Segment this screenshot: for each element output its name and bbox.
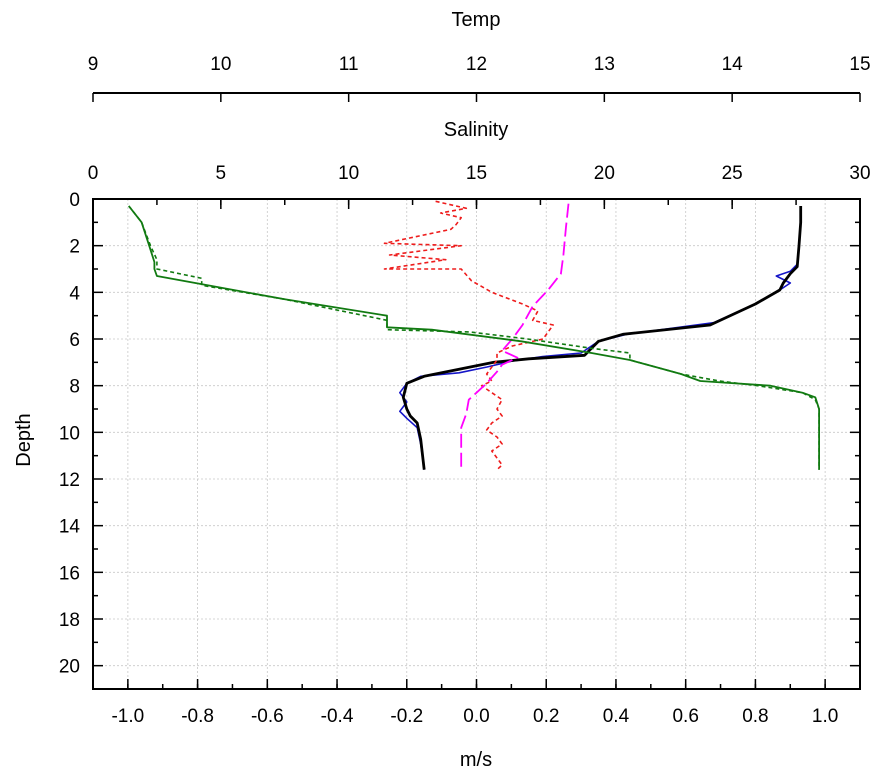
y-tick-label: 18 [59, 610, 80, 631]
y-tick-label: 20 [59, 657, 80, 678]
salinity-tick-label: 30 [849, 163, 870, 184]
temp-tick-label: 14 [722, 54, 744, 75]
temp-tick-label: 12 [466, 54, 487, 75]
salinity-tick-label: 20 [594, 163, 615, 184]
series-line-2 [383, 200, 554, 471]
x-tick-label: 1.0 [812, 706, 838, 727]
y-tick-label: 6 [69, 330, 80, 351]
y-tick-label: 2 [69, 237, 80, 258]
x-tick-label: 0.4 [603, 706, 630, 727]
y-tick-label: 0 [69, 190, 80, 211]
temp-tick-label: 9 [88, 54, 99, 75]
y-tick-label: 14 [59, 517, 81, 538]
y-tick-label: 4 [69, 283, 80, 304]
x-tick-label: -0.6 [251, 706, 284, 727]
x-tick-label: 0.2 [533, 706, 559, 727]
salinity-tick-label: 10 [338, 163, 359, 184]
y-axis-title: Depth [13, 413, 35, 466]
y-tick-label: 10 [59, 423, 80, 444]
salinity-axis-title: Salinity [444, 119, 508, 141]
series-line-4 [128, 205, 820, 470]
x-axis-title: m/s [460, 749, 492, 771]
x-tick-label: 0.8 [742, 706, 768, 727]
series-lines [128, 200, 820, 471]
y-tick-label: 12 [59, 470, 80, 491]
x-tick-label: -0.4 [321, 706, 354, 727]
salinity-tick-label: 15 [466, 163, 487, 184]
x-tick-label: -0.8 [181, 706, 214, 727]
y-tick-label: 8 [69, 377, 80, 398]
salinity-tick-label: 0 [88, 163, 99, 184]
axes: 9 10 11 12 13 14 150 5 10 15 20 25 30-1.0 -0.8 -0.6 -0.… [59, 54, 871, 727]
y-tick-label: 16 [59, 563, 80, 584]
series-line-0 [399, 206, 802, 470]
salinity-tick-label: 5 [216, 163, 227, 184]
series-line-5 [128, 205, 820, 470]
temp-tick-label: 15 [849, 54, 870, 75]
x-tick-label: 0.0 [463, 706, 489, 727]
x-tick-label: -1.0 [111, 706, 144, 727]
x-tick-label: 0.6 [672, 706, 698, 727]
temp-tick-label: 11 [339, 54, 359, 75]
x-tick-label: -0.2 [390, 706, 423, 727]
series-line-3 [460, 203, 570, 470]
temp-tick-label: 13 [594, 54, 615, 75]
grid [93, 198, 860, 689]
salinity-tick-label: 25 [722, 163, 743, 184]
temp-axis-title: Temp [452, 9, 501, 31]
temp-tick-label: 10 [210, 54, 231, 75]
